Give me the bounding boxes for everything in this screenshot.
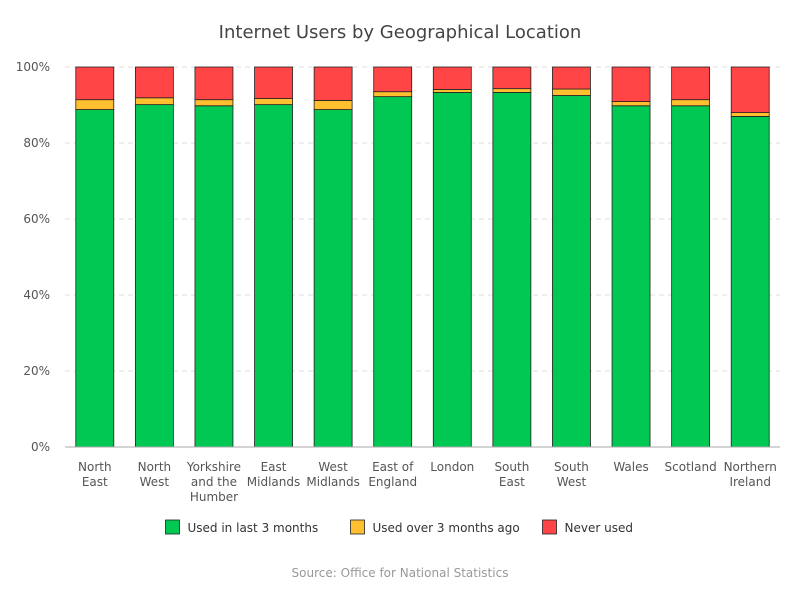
source-note: Source: Office for National Statistics [292,566,509,580]
y-tick-label: 60% [23,212,50,226]
x-tick-label: London [430,460,474,474]
bar-segment-1-3 [194,105,234,448]
legend-swatch [350,519,365,535]
x-tick-label: North East [78,460,112,489]
bar-segment-3-11 [671,66,711,101]
x-tick-label: East of England [368,460,417,489]
legend-label: Used over 3 months ago [373,521,520,535]
x-tick-label: West Midlands [306,460,359,489]
bar-segment-2-2 [134,97,174,106]
bar-segment-1-11 [671,105,711,448]
bar-segment-2-10 [611,101,651,107]
bar-segment-1-12 [730,116,770,448]
axis-layer: 0% 20% 40% 60% 80% 100% North East North West York… [16,60,780,504]
x-tick-label: East Midlands [247,460,300,489]
bar-segment-3-8 [492,66,532,90]
bar-segment-2-4 [254,98,293,106]
bar-segment-1-5 [313,109,353,448]
legend: Used in last 3 months Used over 3 months … [165,519,633,535]
x-tick-label: Wales [613,460,648,474]
legend-label: Never used [565,521,633,535]
bar-segment-1-8 [492,92,532,448]
bar-segment-1-10 [611,105,651,448]
bar-segment-2-11 [671,99,711,107]
x-tick-label: South West [554,460,589,489]
legend-swatch [165,519,180,535]
bar-segment-3-5 [313,66,353,101]
bar-segment-2-9 [552,88,591,96]
y-tick-label: 20% [23,364,50,378]
bar-segment-1-6 [373,96,413,448]
bar-segment-1-7 [432,92,472,448]
y-tick-label: 0% [31,440,50,454]
bars-layer [75,66,770,448]
bar-segment-2-6 [373,91,413,98]
bar-segment-2-5 [313,100,353,110]
x-tick-label: Yorkshire and the Humber [186,460,241,504]
bar-segment-2-8 [492,88,532,93]
chart-title: Internet Users by Geographical Location [219,22,582,43]
bar-segment-1-2 [134,104,174,448]
bar-segment-2-12 [730,112,770,117]
bar-segment-3-2 [134,66,174,99]
y-tick-label: 100% [16,60,50,74]
x-tick-label: South East [494,460,529,489]
x-tick-label: North West [138,460,172,489]
y-tick-label: 40% [23,288,50,302]
legend-label: Used in last 3 months [188,521,319,535]
bar-segment-1-4 [254,104,293,448]
grid-layer [65,66,780,372]
bar-segment-3-12 [730,66,770,113]
x-tick-label: Northern Ireland [724,460,777,489]
bar-segment-2-3 [194,99,234,107]
legend-swatch [542,519,557,535]
bar-segment-3-6 [373,66,413,93]
bar-segment-3-4 [254,66,293,99]
bar-segment-2-1 [75,99,115,110]
bar-segment-3-9 [552,66,591,90]
bar-segment-3-10 [611,66,651,102]
bar-segment-1-9 [552,95,591,448]
y-tick-label: 80% [23,136,50,150]
bar-segment-1-1 [75,109,115,448]
bar-segment-3-1 [75,66,115,101]
bar-segment-3-3 [194,66,234,101]
x-tick-label: Scotland [665,460,717,474]
bar-segment-2-7 [432,89,472,93]
bar-segment-3-7 [432,66,472,90]
